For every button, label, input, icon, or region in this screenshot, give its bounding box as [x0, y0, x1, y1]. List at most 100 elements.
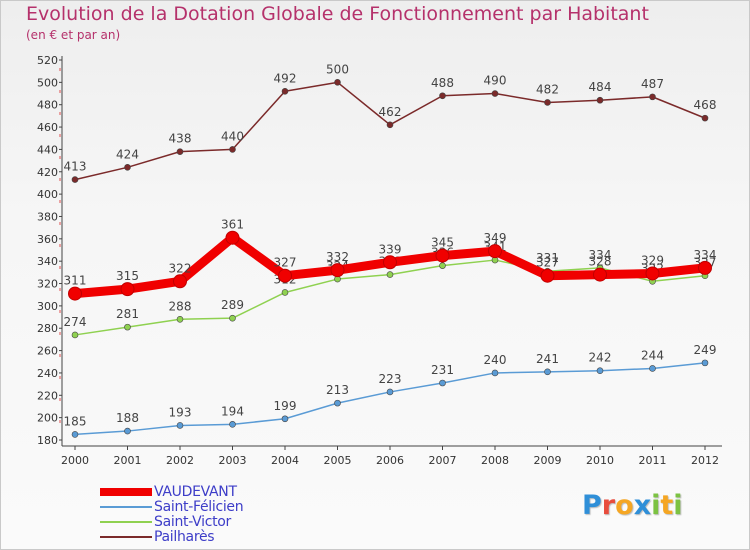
data-label: 327 — [274, 256, 297, 270]
data-point — [124, 427, 131, 435]
data-label: 213 — [326, 383, 349, 397]
logo-letter: t — [660, 490, 674, 521]
legend-swatch-saint-victor — [100, 521, 152, 523]
data-point — [71, 331, 79, 339]
logo-letter: i — [651, 490, 661, 521]
y-tick-label: 500 — [37, 76, 58, 89]
logo-letter: i — [673, 490, 683, 521]
data-label: 315 — [116, 269, 139, 283]
y-tick-label: 460 — [37, 121, 58, 134]
data-point — [491, 90, 499, 97]
data-label: 223 — [379, 372, 402, 386]
data-point — [544, 99, 551, 106]
data-point — [176, 315, 184, 323]
data-point — [124, 323, 131, 331]
data-label: 329 — [641, 253, 664, 267]
data-label: 488 — [431, 76, 454, 90]
data-point — [435, 248, 450, 263]
data-point — [71, 176, 79, 183]
data-label: 334 — [589, 248, 612, 262]
data-label: 468 — [694, 98, 717, 112]
logo-letter: P — [582, 490, 602, 521]
logo-letter: o — [615, 490, 634, 521]
y-tick-label: 480 — [37, 99, 58, 112]
legend-swatch-saint-felicien — [100, 506, 152, 508]
data-point — [281, 289, 289, 296]
data-label: 438 — [169, 132, 192, 146]
data-point — [439, 262, 446, 269]
data-label: 339 — [379, 242, 402, 256]
x-tick-label: 2001 — [114, 454, 142, 467]
data-label: 327 — [536, 256, 559, 270]
chart-title: Evolution de la Dotation Globale de Fonc… — [26, 3, 649, 25]
data-label: 185 — [64, 414, 87, 428]
data-point — [334, 79, 341, 86]
data-label: 231 — [431, 363, 454, 377]
legend-swatch-pailhares — [100, 536, 152, 538]
data-label: 424 — [116, 147, 139, 161]
data-point — [386, 121, 394, 129]
data-point — [701, 114, 709, 122]
data-label: 462 — [379, 105, 402, 119]
data-label: 492 — [274, 71, 297, 85]
x-tick-label: 2000 — [61, 454, 89, 467]
data-point — [71, 431, 79, 438]
data-label: 188 — [116, 411, 139, 425]
data-point — [698, 260, 712, 275]
x-tick-label: 2004 — [271, 454, 299, 467]
data-point — [68, 286, 82, 301]
data-label: 199 — [274, 399, 297, 413]
y-tick-label: 280 — [37, 322, 58, 335]
data-point — [120, 282, 135, 297]
data-label: 241 — [536, 352, 559, 366]
data-point — [593, 267, 607, 282]
x-tick-label: 2002 — [166, 454, 194, 467]
y-tick-label: 180 — [37, 434, 58, 447]
data-label: 193 — [169, 405, 192, 419]
data-label: 440 — [221, 129, 244, 143]
data-point — [649, 365, 656, 372]
y-tick-label: 240 — [37, 367, 58, 380]
logo-letter: x — [633, 490, 652, 521]
data-label: 484 — [589, 80, 612, 94]
data-label: 311 — [64, 274, 87, 288]
data-point — [330, 263, 345, 278]
data-point — [124, 163, 131, 171]
legend-label-saint-victor: Saint-Victor — [154, 514, 232, 530]
y-tick-label: 260 — [37, 345, 58, 358]
legend-swatch-vaudevant — [100, 488, 152, 496]
data-label: 242 — [589, 351, 612, 365]
data-label: 249 — [694, 343, 717, 357]
x-tick-label: 2008 — [481, 454, 509, 467]
x-tick-label: 2012 — [691, 454, 719, 467]
data-label: 289 — [221, 298, 244, 312]
logo-letter: r — [601, 490, 616, 521]
data-point — [229, 421, 236, 428]
y-tick-label: 440 — [37, 143, 58, 156]
x-tick-label: 2007 — [429, 454, 457, 467]
data-point — [229, 146, 236, 153]
data-point — [386, 388, 394, 396]
data-label: 500 — [326, 62, 349, 76]
data-point — [176, 422, 184, 429]
y-tick-label: 200 — [37, 412, 58, 425]
data-label: 349 — [484, 231, 507, 245]
chart-subtitle: (en € et par an) — [26, 28, 121, 42]
legend-label-saint-felicien: Saint-Félicien — [154, 499, 244, 515]
data-point — [649, 93, 656, 101]
data-point — [488, 244, 502, 259]
data-label: 413 — [64, 160, 87, 174]
x-tick-label: 2006 — [376, 454, 404, 467]
data-label: 244 — [641, 348, 664, 362]
data-label: 490 — [484, 74, 507, 88]
data-label: 345 — [431, 236, 454, 250]
data-label: 487 — [641, 77, 664, 91]
data-point — [540, 268, 555, 283]
proxiti-logo: Proxiti — [582, 490, 683, 521]
y-tick-label: 340 — [37, 255, 58, 268]
x-tick-label: 2005 — [324, 454, 352, 467]
data-label: 361 — [221, 218, 244, 232]
y-tick-label: 520 — [37, 54, 58, 67]
y-tick-label: 320 — [37, 278, 58, 291]
